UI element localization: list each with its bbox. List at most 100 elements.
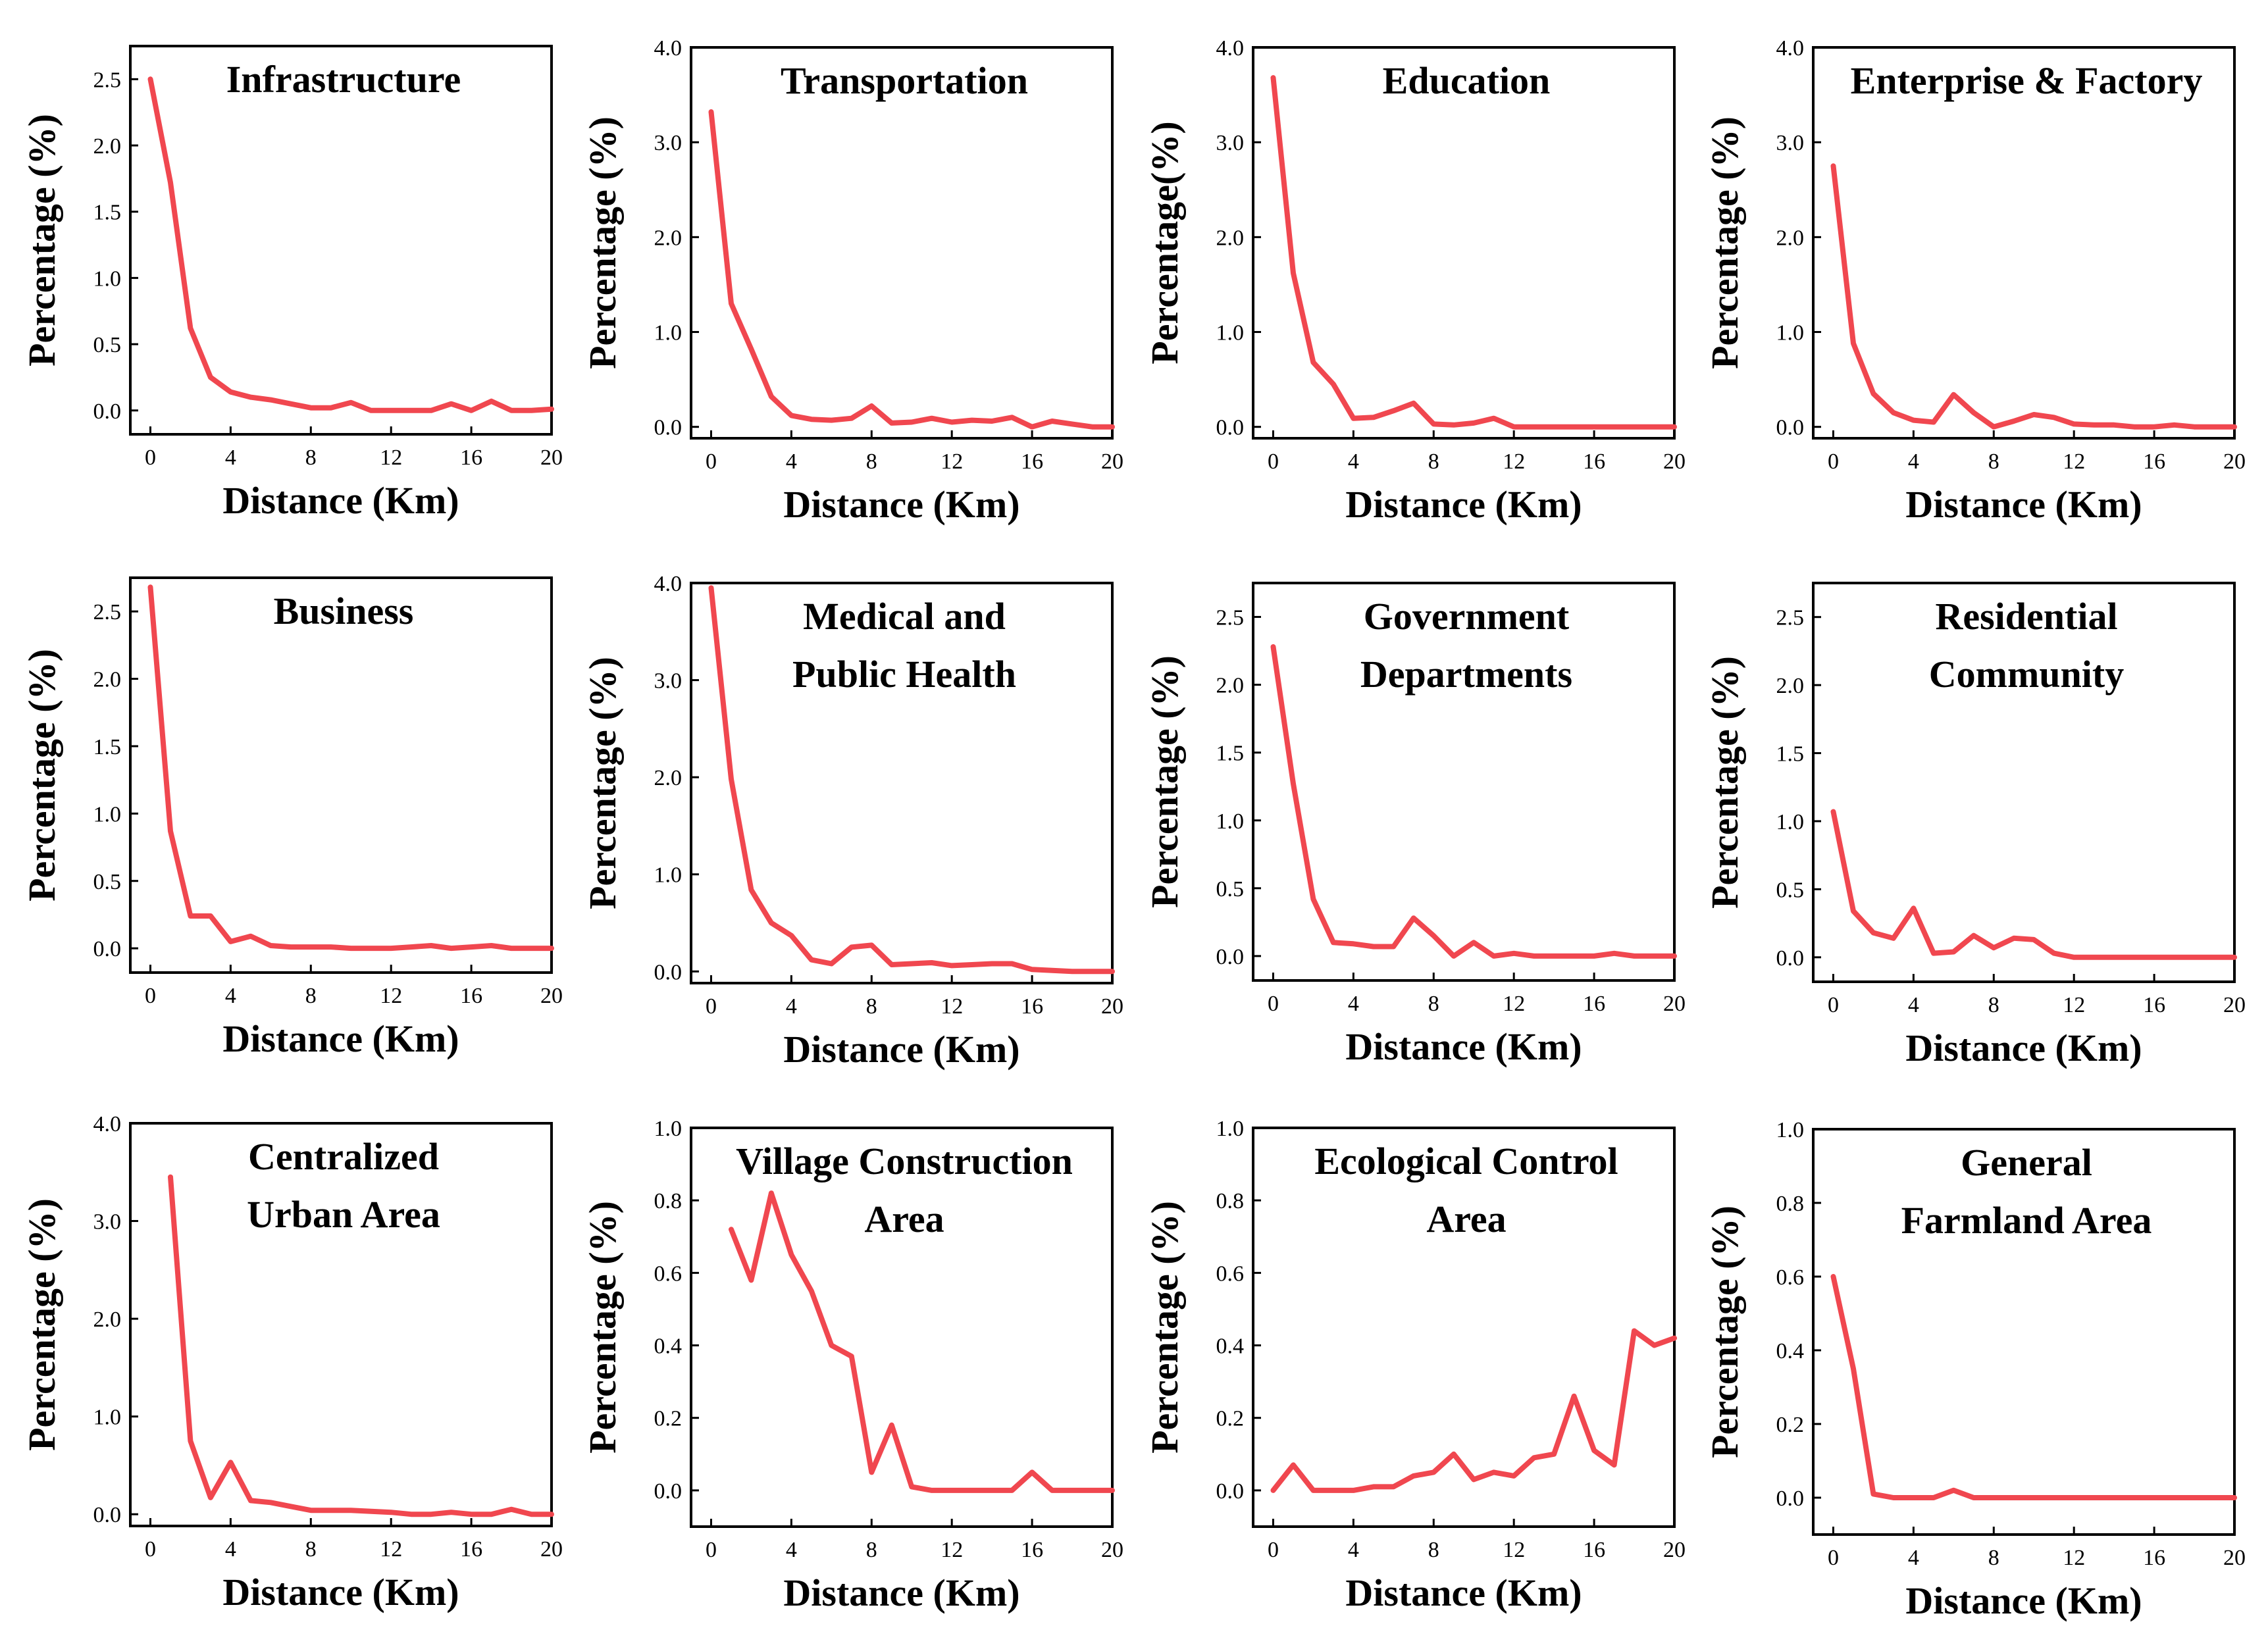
x-tick-label: 4 bbox=[786, 1538, 797, 1562]
x-tick-label: 8 bbox=[305, 984, 317, 1008]
chart-title: Departments bbox=[1360, 653, 1572, 696]
data-point bbox=[1933, 1497, 1934, 1498]
y-axis-label: Percentage (%) bbox=[1703, 116, 1746, 369]
x-tick-label: 4 bbox=[1348, 1538, 1359, 1562]
x-tick-label: 0 bbox=[1268, 992, 1279, 1016]
x-tick-label: 8 bbox=[866, 994, 877, 1019]
data-point bbox=[1973, 1497, 1974, 1498]
y-tick-label: 0.5 bbox=[1216, 877, 1245, 902]
data-point bbox=[2214, 1497, 2215, 1498]
y-tick-label: 4.0 bbox=[93, 1112, 122, 1136]
data-point bbox=[2174, 1497, 2175, 1498]
data-point bbox=[2134, 1497, 2135, 1498]
y-axis-label: Percentage (%) bbox=[1143, 655, 1186, 908]
x-tick-label: 0 bbox=[1268, 449, 1279, 474]
x-tick-label: 4 bbox=[1908, 1546, 1919, 1570]
series-line bbox=[1270, 75, 1677, 430]
y-axis-label: Percentage (%) bbox=[20, 1198, 63, 1451]
chart-title: Public Health bbox=[792, 653, 1016, 696]
x-tick-label: 16 bbox=[2143, 449, 2165, 474]
y-tick-label: 3.0 bbox=[1776, 131, 1805, 155]
x-tick-label: 4 bbox=[225, 445, 236, 470]
data-point bbox=[2113, 1497, 2115, 1498]
x-tick-label: 12 bbox=[380, 445, 402, 470]
series-line bbox=[1830, 809, 2237, 960]
y-axis-label: Percentage (%) bbox=[20, 114, 63, 367]
y-tick-label: 0.2 bbox=[1216, 1407, 1245, 1431]
y-tick-label: 0.2 bbox=[1776, 1413, 1805, 1437]
data-point bbox=[1953, 1490, 1954, 1491]
x-tick-label: 12 bbox=[2063, 1546, 2085, 1570]
x-tick-label: 0 bbox=[1828, 449, 1839, 474]
x-axis-label: Distance (Km) bbox=[783, 1028, 1019, 1071]
x-tick-label: 12 bbox=[941, 449, 963, 474]
x-tick-label: 16 bbox=[2143, 993, 2165, 1017]
y-axis-label: Percentage(%) bbox=[1143, 121, 1186, 364]
y-tick-label: 1.0 bbox=[1776, 1118, 1805, 1142]
x-tick-label: 8 bbox=[1428, 992, 1439, 1016]
y-tick-label: 0.6 bbox=[1776, 1265, 1805, 1290]
data-point bbox=[2234, 1497, 2235, 1498]
series-line bbox=[1830, 163, 2237, 430]
y-tick-label: 1.0 bbox=[654, 863, 683, 888]
x-tick-label: 12 bbox=[941, 1538, 963, 1562]
y-tick-label: 2.0 bbox=[93, 668, 122, 692]
x-tick-label: 20 bbox=[2223, 1546, 2246, 1570]
plot-frame bbox=[1252, 1127, 1676, 1528]
y-tick-label: 1.0 bbox=[1216, 1117, 1245, 1141]
x-axis-label: Distance (Km) bbox=[1905, 483, 2142, 526]
y-tick-label: 4.0 bbox=[654, 572, 683, 596]
y-tick-label: 0.0 bbox=[93, 1503, 122, 1527]
x-tick-label: 20 bbox=[540, 984, 563, 1008]
x-tick-label: 20 bbox=[1663, 449, 1686, 474]
x-axis-label: Distance (Km) bbox=[1345, 483, 1582, 526]
series-line bbox=[1270, 644, 1677, 959]
data-point bbox=[2053, 1497, 2055, 1498]
y-tick-label: 0.8 bbox=[1216, 1189, 1245, 1213]
plot-frame bbox=[129, 1122, 553, 1527]
chart-title: Transportation bbox=[781, 59, 1028, 102]
y-tick-label: 2.5 bbox=[1216, 606, 1245, 630]
chart-title: Infrastructure bbox=[226, 58, 461, 101]
x-tick-label: 0 bbox=[706, 449, 717, 474]
x-tick-label: 0 bbox=[706, 1538, 717, 1562]
y-tick-label: 0.0 bbox=[654, 1479, 683, 1504]
x-tick-label: 0 bbox=[1268, 1538, 1279, 1562]
x-tick-label: 12 bbox=[2063, 449, 2085, 474]
y-tick-label: 1.5 bbox=[1216, 742, 1245, 766]
y-tick-label: 4.0 bbox=[1216, 36, 1245, 61]
x-tick-label: 12 bbox=[380, 1537, 402, 1562]
plot-frame bbox=[690, 582, 1114, 984]
y-tick-label: 1.0 bbox=[654, 321, 683, 345]
plot-frame bbox=[129, 45, 553, 436]
y-tick-label: 0.0 bbox=[1216, 1479, 1245, 1504]
x-tick-label: 20 bbox=[2223, 449, 2246, 474]
chart-title: Ecological Control bbox=[1314, 1140, 1618, 1182]
y-axis-label: Percentage (%) bbox=[1703, 1206, 1746, 1458]
data-point bbox=[1832, 1276, 1834, 1277]
series-line bbox=[729, 1190, 1115, 1493]
y-tick-label: 0.4 bbox=[654, 1334, 683, 1359]
x-axis-label: Distance (Km) bbox=[783, 1571, 1019, 1614]
y-tick-label: 2.5 bbox=[1776, 606, 1805, 630]
plot-frame bbox=[1252, 582, 1676, 982]
y-axis-label: Percentage (%) bbox=[1143, 1201, 1186, 1454]
chart-title: Village Construction bbox=[736, 1140, 1073, 1182]
plot-frame bbox=[1812, 582, 2236, 983]
y-tick-label: 1.0 bbox=[1216, 809, 1245, 834]
y-tick-label: 3.0 bbox=[1216, 131, 1245, 155]
x-tick-label: 20 bbox=[1101, 449, 1123, 474]
x-axis-label: Distance (Km) bbox=[1905, 1579, 2142, 1622]
chart-title: Medical and bbox=[803, 595, 1006, 638]
series-line bbox=[168, 1174, 554, 1517]
y-tick-label: 4.0 bbox=[654, 36, 683, 61]
x-tick-label: 16 bbox=[1583, 992, 1605, 1016]
